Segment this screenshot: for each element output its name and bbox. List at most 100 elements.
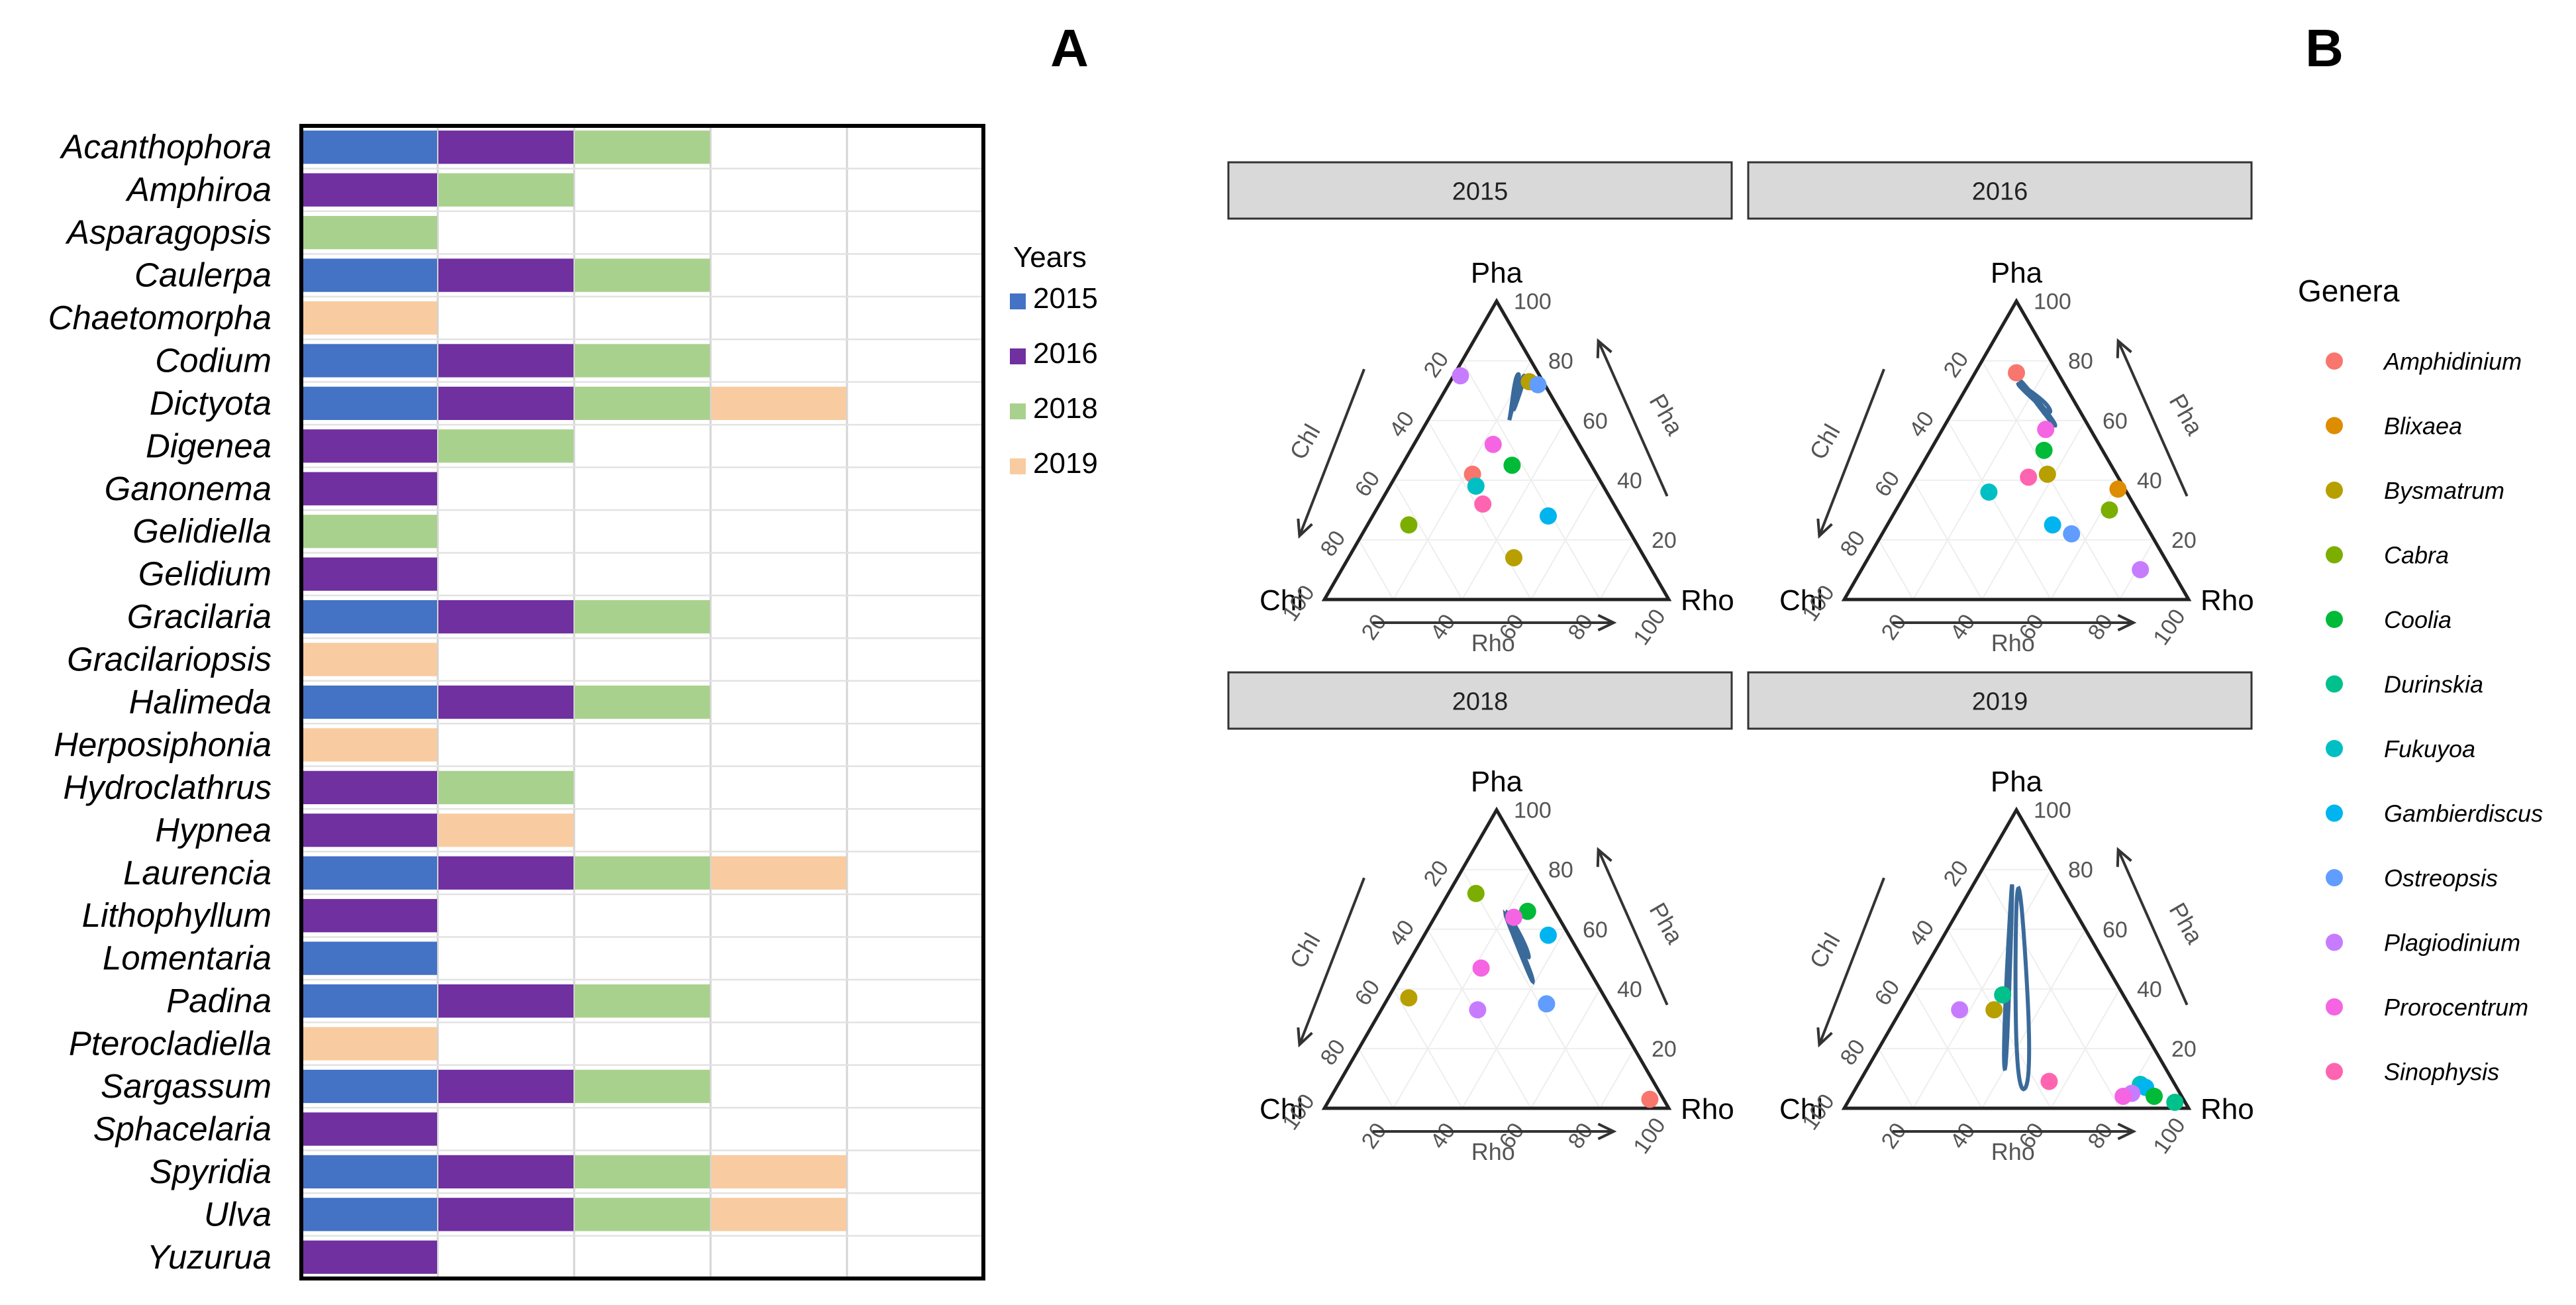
point-coolia — [2035, 441, 2053, 459]
bar-padina-2015 — [302, 984, 437, 1018]
bar-laurencia-2018 — [575, 856, 710, 890]
tick-label-chl: 80 — [1836, 526, 1871, 561]
ternary-grid-line — [1461, 420, 1566, 600]
legend-dot-bysmatrum — [2326, 482, 2343, 499]
point-coolia — [1503, 456, 1521, 474]
tick-label-rho: 80 — [1563, 1118, 1599, 1153]
ternary-grid-line — [1461, 929, 1566, 1109]
tick-label-pha: 40 — [1617, 977, 1642, 1002]
axis-arrow-chl-shaft — [1298, 877, 1365, 1045]
point-amphidinium — [1641, 1090, 1659, 1108]
tick-label-pha: 100 — [2034, 289, 2071, 315]
point-durinskia — [1994, 986, 2012, 1004]
density-contour — [2013, 885, 2032, 1092]
bar-digenea-2018 — [438, 429, 573, 463]
axis-arrow-pha-head — [2116, 338, 2132, 358]
bar-hypnea-2016 — [302, 813, 437, 847]
tick-label-chl: 40 — [1385, 915, 1420, 951]
axis-arrow-chl-shaft — [1298, 368, 1365, 537]
point-prorocentrum — [2037, 421, 2055, 439]
category-label: Herposiphonia — [54, 725, 272, 763]
corner-label-right: Rho — [2201, 584, 2254, 617]
legend-title: Years — [1013, 241, 1087, 274]
bar-gracilaria-2015 — [302, 600, 437, 634]
axis-arrow-label-chl: Chl — [1284, 419, 1326, 464]
point-bysmatrum — [2038, 465, 2056, 483]
ternary-grid-line — [1358, 539, 1394, 600]
bar-laurencia-2016 — [438, 856, 573, 890]
category-label: Padina — [166, 982, 272, 1019]
tick-label-rho: 40 — [1426, 1118, 1461, 1153]
tick-label-pha: 60 — [1583, 409, 1608, 434]
corner-label-top: Pha — [1991, 766, 2043, 798]
axis-arrow-label-pha: Pha — [1644, 390, 1689, 441]
legend-label-2016: 2016 — [1033, 337, 1098, 370]
bar-hydroclathrus-2018 — [438, 770, 573, 805]
panel-label-a: A — [1050, 19, 1089, 78]
category-label: Asparagopsis — [65, 213, 272, 251]
facet-strip — [1747, 161, 2253, 220]
point-bysmatrum — [1400, 989, 1418, 1007]
point-ostreopsis — [1538, 995, 1556, 1013]
bar-dictyota-2015 — [302, 386, 437, 421]
legend-label-coolia: Coolia — [2384, 606, 2452, 633]
bar-hydroclathrus-2016 — [302, 770, 437, 805]
category-label: Lomentaria — [103, 939, 272, 977]
ternary-grid-line — [1878, 539, 1914, 600]
tick-label-pha: 60 — [2103, 917, 2128, 943]
bar-caulerpa-2015 — [302, 258, 437, 292]
bar-acanthophora-2016 — [438, 130, 573, 164]
ternary-grid-line — [1599, 539, 1635, 600]
tick-label-rho: 40 — [1946, 1118, 1981, 1153]
category-label: Halimeda — [129, 683, 272, 721]
facet-strip-label: 2018 — [1452, 688, 1509, 716]
panel-label-b: B — [2305, 19, 2344, 78]
tick-label-rho: 100 — [1628, 1114, 1671, 1159]
tick-label-chl: 60 — [1350, 466, 1385, 501]
ternary-grid-line — [1530, 988, 1601, 1109]
ternary-grid-line — [1947, 929, 2052, 1109]
bar-ganonema-2016 — [302, 472, 437, 505]
axis-arrow-rho-head — [2117, 1122, 2137, 1141]
bar-pterocladiella-2019 — [302, 1027, 437, 1061]
ternary-grid-line — [1358, 1048, 1394, 1109]
tick-label-rho: 100 — [1628, 605, 1671, 650]
axis-arrow-pha-head — [1596, 338, 1612, 358]
bar-dictyota-2019 — [711, 386, 846, 421]
category-label: Yuzurua — [147, 1238, 272, 1276]
tick-label-chl: 20 — [1419, 347, 1454, 382]
tick-label-rho: 80 — [1563, 609, 1599, 645]
tick-label-chl: 40 — [1905, 407, 1940, 442]
tick-label-chl: 60 — [1350, 975, 1385, 1010]
legend-swatch-2016 — [1010, 348, 1026, 364]
corner-label-left: Chl — [1779, 584, 1823, 617]
point-sinophysis — [1474, 495, 1492, 513]
legend-label-gambierdiscus: Gambierdiscus — [2384, 800, 2543, 827]
bar-laurencia-2015 — [302, 856, 437, 890]
tick-label-rho: 20 — [1357, 609, 1392, 645]
axis-arrow-label-pha: Pha — [2164, 390, 2209, 441]
bar-spyridia-2019 — [711, 1155, 846, 1189]
tick-label-pha: 80 — [1548, 349, 1573, 374]
axis-arrow-pha-shaft — [1597, 849, 1669, 1006]
tick-label-rho: 20 — [1357, 1118, 1392, 1153]
bar-asparagopsis-2018 — [302, 215, 437, 250]
bar-gracilaria-2016 — [438, 600, 573, 634]
axis-arrow-chl-shaft — [1818, 368, 1885, 537]
axis-arrow-label-chl: Chl — [1284, 928, 1326, 972]
bar-gracilaria-2018 — [575, 600, 710, 634]
ternary-grid-line — [1393, 480, 1463, 600]
bar-codium-2015 — [302, 344, 437, 378]
bar-padina-2018 — [575, 984, 710, 1018]
axis-arrow-pha-shaft — [1597, 340, 1669, 497]
ternary-grid-line — [1530, 480, 1601, 600]
facet-strip — [1227, 671, 1733, 730]
tick-label-rho: 40 — [1426, 609, 1461, 645]
axis-arrow-rho-head — [1597, 1122, 1617, 1141]
bar-sargassum-2016 — [438, 1069, 573, 1104]
tick-label-chl: 80 — [1316, 526, 1351, 561]
bar-dictyota-2016 — [438, 386, 573, 421]
